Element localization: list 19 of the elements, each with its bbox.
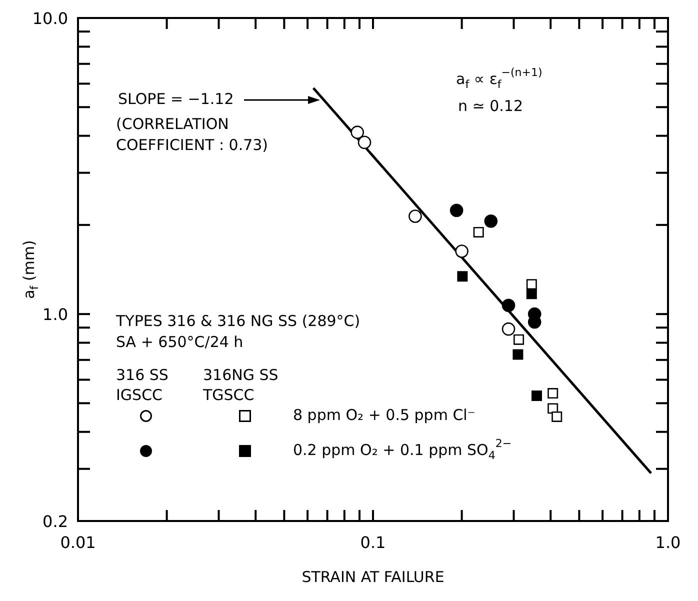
annotation: n ≃ 0.12 (458, 96, 524, 115)
annotation: 8 ppm O₂ + 0.5 ppm Cl⁻ (293, 406, 476, 424)
x-tick-label: 0.01 (60, 533, 96, 552)
y-tick-label: 0.2 (42, 512, 68, 531)
x-tick-label: 1.0 (655, 533, 681, 552)
annotation: TGSCC (202, 386, 254, 404)
x-tick-label: 0.1 (360, 533, 386, 552)
y-axis-title: af (mm) (20, 240, 42, 299)
annotation: TYPES 316 & 316 NG SS (289°C) (115, 312, 360, 330)
annotation: SLOPE = −1.12 (118, 90, 234, 108)
annotation: IGSCC (116, 386, 163, 404)
annotation: COEFFICIENT : 0.73) (116, 136, 268, 154)
y-tick-label: 10.0 (32, 9, 68, 28)
annotation: (CORRELATION (116, 114, 229, 133)
annotation: SA + 650°C/24 h (116, 332, 244, 351)
annotation: 316 SS (116, 366, 168, 384)
annotation: 316NG SS (203, 366, 278, 384)
y-tick-label: 1.0 (42, 305, 68, 324)
x-axis-title: STRAIN AT FAILURE (302, 568, 444, 586)
